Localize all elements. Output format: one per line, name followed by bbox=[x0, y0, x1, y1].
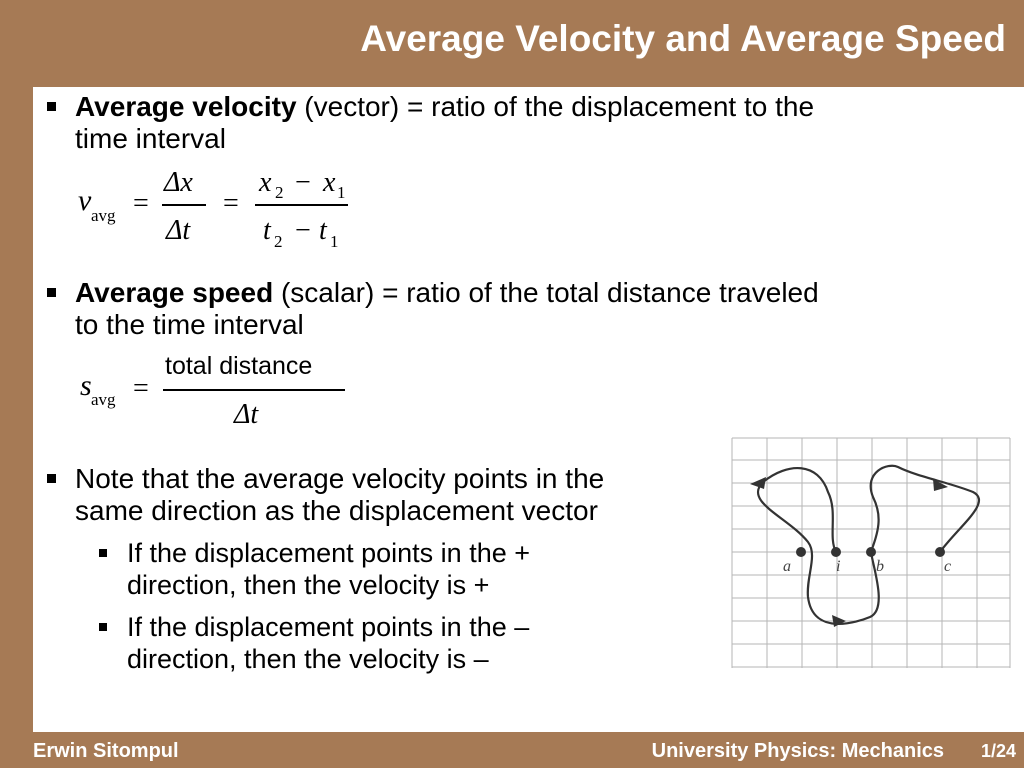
eq-minus: − bbox=[295, 167, 311, 198]
arrow-head-icon bbox=[933, 479, 948, 491]
bullet-square-icon bbox=[47, 474, 56, 483]
eq-symbol-v: v bbox=[78, 184, 92, 217]
label-c: c bbox=[944, 558, 951, 575]
bullet-text-line2: time interval bbox=[75, 123, 226, 154]
eq-equals: = bbox=[223, 188, 239, 219]
path-left-loop bbox=[756, 467, 880, 626]
eq-denominator-dt: Δt bbox=[234, 399, 259, 430]
label-i: i bbox=[836, 558, 840, 575]
slide-content: Average velocity (vector) = ratio of the… bbox=[33, 87, 1024, 732]
bullet-text-line2: to the time interval bbox=[75, 309, 304, 340]
bullet-text: (scalar) = ratio of the total distance t… bbox=[273, 277, 819, 308]
sub-bullet-text: If the displacement points in the – bbox=[127, 612, 530, 642]
fraction-bar bbox=[162, 204, 206, 206]
footer-page-number: 1/24 bbox=[980, 741, 1016, 761]
fraction-bar bbox=[255, 204, 348, 206]
bullet-square-icon bbox=[99, 549, 107, 557]
eq-sub-2: 2 bbox=[274, 232, 283, 251]
sub-bullet-text-line2: direction, then the velocity is – bbox=[127, 644, 489, 674]
arrow-head-icon bbox=[832, 615, 846, 627]
bullet-text: (vector) = ratio of the displacement to … bbox=[296, 91, 815, 122]
label-b: b bbox=[876, 558, 884, 575]
slide-title: Average Velocity and Average Speed bbox=[360, 18, 1006, 59]
label-a: a bbox=[783, 558, 791, 575]
eq-x2: x bbox=[259, 167, 272, 198]
eq-x1: x bbox=[323, 167, 336, 198]
eq-denominator-dt: Δt bbox=[166, 215, 191, 246]
bullet-term: Average velocity bbox=[75, 91, 297, 122]
eq-subscript-avg: avg bbox=[91, 390, 116, 409]
eq-numerator-dx: Δx bbox=[164, 167, 193, 198]
fraction-bar bbox=[163, 389, 345, 391]
footer-course: University Physics: Mechanics bbox=[651, 740, 944, 762]
path-right-loop bbox=[869, 464, 981, 553]
path-grid-svg: a i b c bbox=[731, 437, 1011, 668]
eq-equals: = bbox=[133, 188, 149, 219]
eq-minus: − bbox=[295, 215, 311, 246]
sub-bullet-text: If the displacement points in the + bbox=[127, 538, 530, 568]
points bbox=[796, 547, 945, 557]
bullet-square-icon bbox=[47, 102, 56, 111]
eq-sub-1: 1 bbox=[337, 183, 346, 202]
sub-bullet-text-line2: direction, then the velocity is + bbox=[127, 570, 490, 600]
eq-symbol-s: s bbox=[80, 369, 92, 402]
eq-numerator-total-distance: total distance bbox=[165, 352, 313, 380]
arrow-head-icon bbox=[750, 477, 766, 489]
eq-t2: t bbox=[263, 215, 271, 246]
eq-t1: t bbox=[319, 215, 327, 246]
arrowheads bbox=[750, 477, 948, 627]
eq-subscript-avg: avg bbox=[91, 206, 116, 225]
footer-author: Erwin Sitompul bbox=[33, 740, 179, 762]
point-c bbox=[935, 547, 945, 557]
bullet-term: Average speed bbox=[75, 277, 274, 308]
path-diagram: a i b c bbox=[728, 437, 1012, 669]
bullet-text-line2: same direction as the displacement vecto… bbox=[75, 495, 598, 526]
point-b bbox=[866, 547, 876, 557]
point-i bbox=[831, 547, 841, 557]
eq-sub-2: 2 bbox=[275, 183, 284, 202]
bullet-text: Note that the average velocity points in… bbox=[75, 463, 605, 494]
eq-sub-1: 1 bbox=[330, 232, 339, 251]
bullet-square-icon bbox=[47, 288, 56, 297]
motion-path bbox=[756, 464, 981, 626]
point-a bbox=[796, 547, 806, 557]
eq-equals: = bbox=[133, 373, 149, 404]
point-labels: a i b c bbox=[783, 558, 951, 575]
bullet-square-icon bbox=[99, 623, 107, 631]
